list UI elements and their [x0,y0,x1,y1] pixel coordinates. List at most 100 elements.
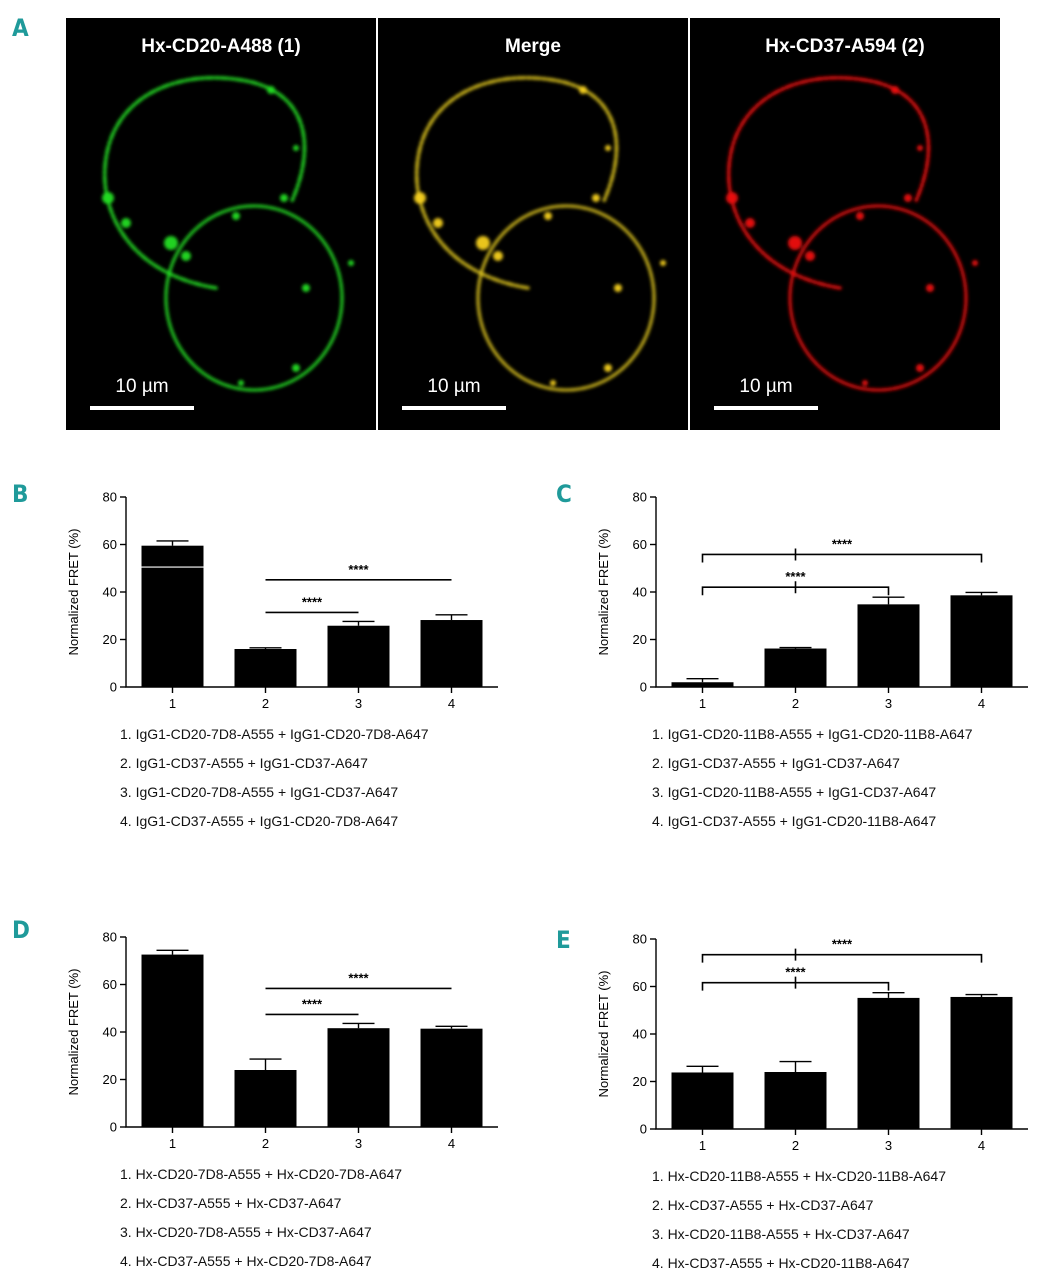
legend-item: 3. IgG1-CD20-7D8-A555 + IgG1-CD37-A647 [120,784,399,800]
cell-membrane-upper [102,75,307,290]
legend-item: 2. IgG1-CD37-A555 + IgG1-CD37-A647 [652,755,900,771]
fluorescent-spot [267,86,275,94]
legend-item: 1. Hx-CD20-7D8-A555 + Hx-CD20-7D8-A647 [120,1166,403,1182]
x-tick-label: 2 [792,696,799,711]
fluorescent-spot [745,218,755,228]
x-tick-label: 2 [262,1136,269,1151]
x-tick-label: 2 [262,696,269,711]
chart-e: Normalized FRET (%) 0 20 40 60 80 1 2 3 4 **** **** [596,932,1028,1153]
y-axis-label: Normalized FRET (%) [596,971,611,1098]
legend-d: 1. Hx-CD20-7D8-A555 + Hx-CD20-7D8-A647 2… [120,1160,402,1276]
micrograph-merge: Merge 10 µm [378,18,688,430]
bar [671,1072,734,1129]
legend-item: 3. Hx-CD20-11B8-A555 + Hx-CD37-A647 [652,1226,910,1242]
error-bar [686,1065,719,1073]
error-bar [779,646,812,649]
bar [857,604,920,687]
legend-item: 3. Hx-CD20-7D8-A555 + Hx-CD37-A647 [120,1224,372,1240]
cell-membrane-lower [476,204,656,392]
legend-item: 2. IgG1-CD37-A555 + IgG1-CD37-A647 [120,755,368,771]
micrograph-red: Hx-CD37-A594 (2) 10 µm [690,18,1000,430]
y-tick-label: 0 [110,680,117,695]
y-axis-label: Normalized FRET (%) [66,969,81,1096]
error-bar [342,1022,375,1029]
error-bar [965,993,998,997]
legend-item: 2. Hx-CD37-A555 + Hx-CD37-A647 [120,1195,342,1211]
x-tick-label: 3 [885,1138,892,1153]
error-bar [435,614,468,621]
bar [327,625,390,687]
x-tick-label: 4 [978,1138,985,1153]
x-tick-label: 3 [355,1136,362,1151]
panel-letter-c: C [556,480,572,508]
error-bar [779,1060,812,1072]
fluorescent-spot [293,145,299,151]
bar [950,595,1013,687]
error-bar [686,677,719,683]
legend-item: 1. IgG1-CD20-7D8-A555 + IgG1-CD20-7D8-A6… [120,726,429,742]
fluorescent-spot [788,236,802,250]
cell-image-green [102,75,354,392]
y-tick-label: 40 [633,585,647,600]
cell-membrane-lower [788,204,968,392]
scale-bar [402,406,506,410]
y-tick-label: 20 [633,632,647,647]
bar [857,997,920,1129]
fluorescent-spot [917,145,923,151]
x-tick-label: 3 [355,696,362,711]
cell-membrane-lower [164,204,344,392]
legend-item: 3. IgG1-CD20-11B8-A555 + IgG1-CD37-A647 [652,784,937,800]
bar [671,682,734,687]
fluorescent-spot [292,364,300,372]
y-tick-label: 40 [633,1027,647,1042]
y-tick-label: 60 [633,537,647,552]
x-tick-label: 3 [885,696,892,711]
x-tick-label: 1 [699,1138,706,1153]
x-tick-label: 1 [169,696,176,711]
fluorescent-spot [805,251,815,261]
micrograph-title: Merge [505,36,561,57]
bar [141,954,204,1127]
cell-membrane-upper [414,75,619,290]
x-tick-label: 4 [448,1136,455,1151]
significance-bracket [701,948,983,963]
y-tick-label: 40 [103,585,117,600]
fluorescent-spot [414,192,426,204]
fluorescent-spot [544,212,552,220]
fluorescent-spot [493,251,503,261]
fluorescent-spot [614,284,622,292]
panel-letter-b: B [12,480,29,508]
bar [420,620,483,687]
significance-label: **** [785,569,806,584]
error-bar [249,1058,282,1070]
fluorescent-spot [164,236,178,250]
fluorescent-spot [660,260,666,266]
significance-label: **** [302,996,323,1011]
fluorescent-spot [926,284,934,292]
y-tick-label: 80 [103,490,117,505]
scale-bar [90,406,194,410]
error-bar [342,620,375,626]
fluorescent-spot [904,194,912,202]
y-tick-label: 20 [103,632,117,647]
significance-label: **** [785,965,806,980]
fluorescent-spot [916,364,924,372]
error-bar [872,991,905,998]
x-tick-label: 4 [448,696,455,711]
bar [764,648,827,687]
fluorescent-spot [862,380,868,386]
scale-bar [714,406,818,410]
cell-image-red [726,75,978,392]
fluorescent-spot [433,218,443,228]
significance-label: **** [302,594,323,609]
fluorescent-spot [605,145,611,151]
y-tick-label: 60 [633,979,647,994]
legend-c: 1. IgG1-CD20-11B8-A555 + IgG1-CD20-11B8-… [652,720,973,836]
significance-bracket [701,581,890,596]
x-tick-label: 1 [699,696,706,711]
fluorescent-spot [856,212,864,220]
legend-item: 4. IgG1-CD37-A555 + IgG1-CD20-7D8-A647 [120,813,399,829]
error-bar [156,949,189,955]
significance-bracket [701,548,983,563]
error-bar [435,1025,468,1029]
